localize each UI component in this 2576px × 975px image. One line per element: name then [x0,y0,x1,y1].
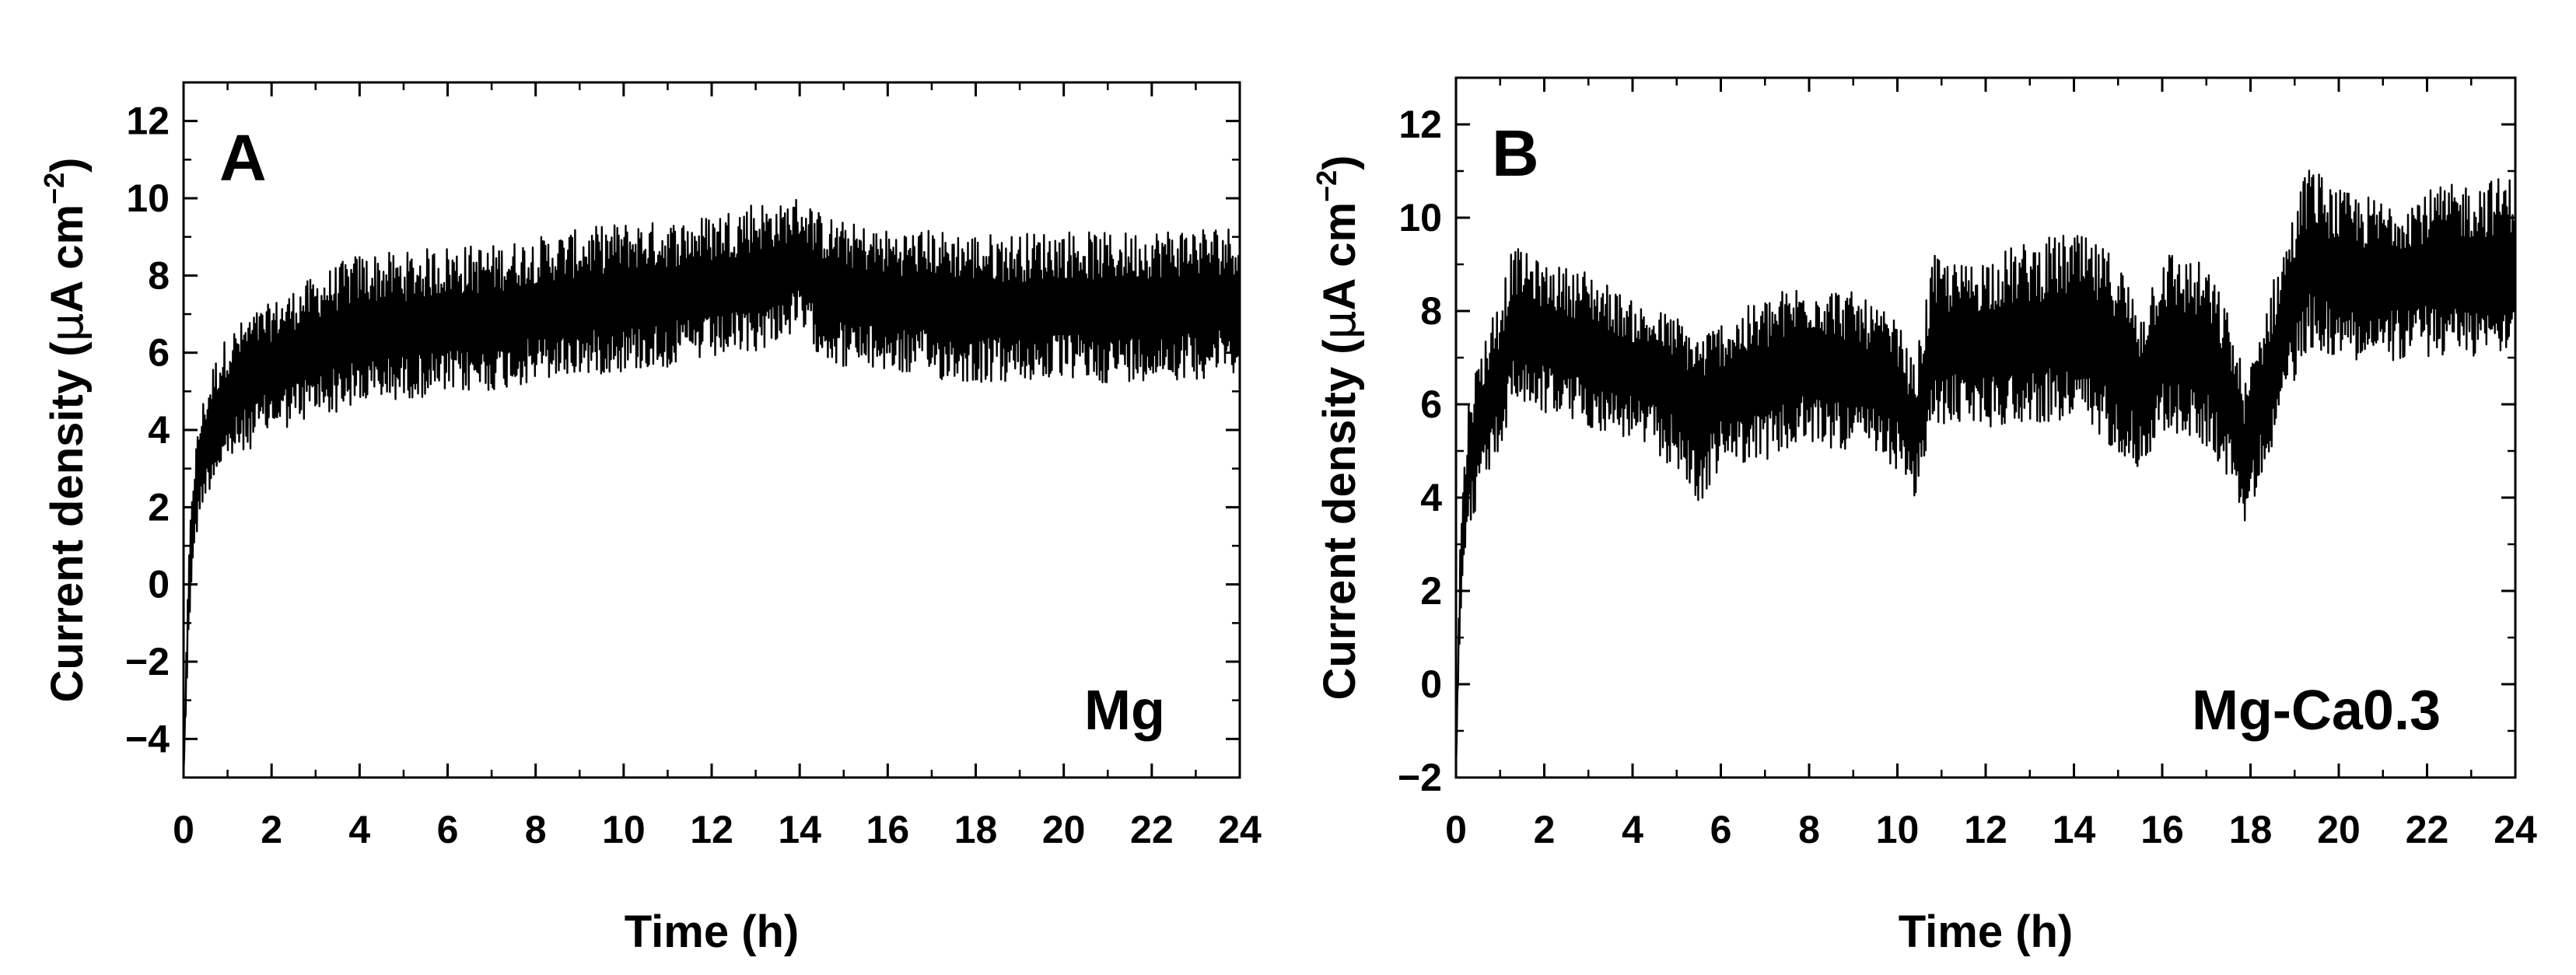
y-axis-title-main-a: Current density ( [42,341,93,703]
y-tick-label: 2 [1420,569,1442,613]
x-tick-label: 24 [1218,808,1262,851]
y-axis-title-a: Current density (μA cm−2) [38,157,93,702]
x-tick-label: 10 [602,808,646,851]
y-axis-title-mu-b: μ [1313,311,1366,340]
x-tick-label: 14 [778,808,821,851]
x-tick-label: 14 [2053,808,2096,851]
y-tick-label: −2 [1398,756,1442,799]
x-tick-label: 22 [1130,808,1174,851]
x-tick-label: 10 [1876,808,1920,851]
x-tick-label: 8 [525,808,547,851]
x-tick-label: 18 [2229,808,2273,851]
x-tick-label: 20 [1042,808,1086,851]
sample-label-a: Mg [1084,680,1165,742]
y-tick-label: −4 [125,717,170,760]
y-tick-label: 4 [1420,476,1442,519]
x-axis-title-b: Time (h) [1899,907,2074,957]
sample-label-b: Mg-Ca0.3 [2192,680,2441,742]
y-tick-label: −2 [125,640,170,683]
y-axis-title-mu-a: μ [40,313,93,342]
series-line-a [182,198,1241,774]
x-tick-label: 16 [2140,808,2184,851]
plot-frame-a [182,81,1241,779]
x-tick-label: 6 [1710,808,1732,851]
y-tick-label: 0 [1420,662,1442,706]
x-tick-label: 20 [2317,808,2361,851]
y-axis-title-b: Current density (μA cm−2) [1311,155,1366,700]
x-tick-label: 12 [1964,808,2007,851]
x-tick-label: 16 [866,808,910,851]
y-tick-label: 8 [1420,289,1442,333]
x-tick-label: 0 [173,808,194,851]
y-axis-title-unit-a: A cm [42,204,93,313]
y-tick-label: 10 [1398,196,1442,239]
y-axis-title-main-b: Current density ( [1314,339,1365,701]
x-tick-label: 0 [1445,808,1467,851]
plot-frame-b [1454,76,2517,779]
trace-layer-b [1454,169,2517,769]
panel-letter-a: A [219,121,267,194]
x-tick-label: 8 [1798,808,1820,851]
y-tick-label: 8 [148,253,170,297]
x-tick-label: 18 [954,808,998,851]
series-line-b [1454,169,2517,769]
y-axis-title-exp-a: −2 [38,173,70,204]
x-tick-label: 6 [437,808,459,851]
y-tick-label: 6 [1420,383,1442,426]
trace-layer-a [182,198,1241,774]
x-tick-label: 2 [261,808,282,851]
y-tick-label: 6 [148,331,170,375]
y-axis-title-close-a: ) [42,157,93,172]
y-tick-label: 4 [148,408,170,452]
y-tick-label: 12 [1398,103,1442,146]
y-tick-label: 2 [148,485,170,529]
y-axis-title-close-b: ) [1314,155,1365,169]
x-tick-label: 24 [2494,808,2537,851]
y-tick-label: 12 [126,100,170,143]
y-axis-title-exp-b: −2 [1311,170,1342,202]
x-tick-label: 22 [2406,808,2449,851]
x-tick-label: 2 [1534,808,1556,851]
x-tick-label: 4 [348,808,370,851]
x-axis-title-a: Time (h) [625,907,800,957]
panel-letter-b: B [1492,117,1539,190]
y-axis-title-unit-b: A cm [1314,202,1365,311]
y-tick-label: 0 [148,563,170,606]
y-tick-label: 10 [126,176,170,220]
x-tick-label: 12 [690,808,733,851]
x-tick-label: 4 [1622,808,1643,851]
